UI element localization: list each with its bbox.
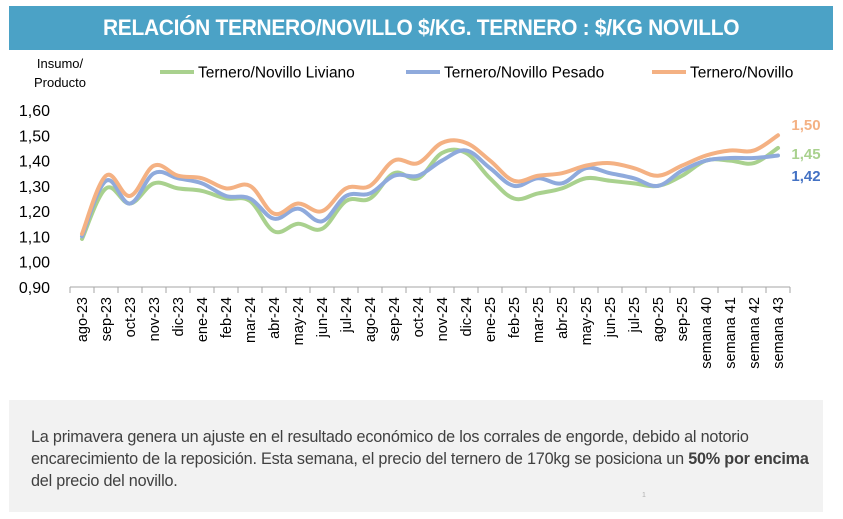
series-lines (80, 133, 780, 241)
end-value-label: 1,42 (791, 168, 820, 185)
x-tick-label: semana 40 (699, 297, 715, 369)
x-tick-label: sep-24 (387, 297, 403, 341)
legend: Ternero/Novillo Liviano Ternero/Novillo P… (160, 65, 793, 82)
x-tick-label: semana 43 (771, 297, 787, 369)
series-line-1 (80, 145, 780, 241)
y-tick-label: 1,50 (19, 128, 50, 145)
x-tick-label: abr-25 (555, 297, 571, 339)
y-tick-label: 1,30 (19, 179, 50, 196)
x-tick-label: ene-25 (483, 297, 499, 342)
x-tick-label: feb-25 (507, 297, 523, 338)
x-tick-label: oct-24 (411, 297, 427, 337)
x-tick-label: ene-24 (195, 297, 211, 342)
x-tick-label: mar-24 (243, 297, 259, 343)
series-line-3 (80, 133, 780, 236)
legend-label: Ternero/Novillo (690, 65, 793, 82)
end-value-label: 1,50 (791, 117, 820, 134)
x-tick-label: jul-24 (339, 297, 355, 333)
commentary-text-part2: del precio del novillo. (31, 472, 178, 490)
x-tick-label: sep-23 (99, 297, 115, 341)
y-axis-label-line: Insumo/ (37, 56, 84, 71)
x-tick-label: sep-25 (675, 297, 691, 341)
series-line-2 (80, 148, 780, 239)
commentary-box: La primavera genera un ajuste en el resu… (9, 400, 823, 512)
x-axis: ago-23 sep-23 oct-23 nov-23 dic-23 ene-24 feb-… (69, 286, 791, 369)
chart-title-banner: RELACIÓN TERNERO/NOVILLO $/KG. TERNERO :… (9, 6, 833, 50)
x-tick-label: feb-24 (219, 297, 235, 338)
commentary-text: La primavera genera un ajuste en el resu… (31, 426, 811, 492)
x-tick-label: ago-23 (75, 297, 91, 342)
x-tick-label: may-25 (579, 297, 595, 345)
x-tick-label: jun-25 (603, 297, 619, 338)
y-axis-label-line: Producto (34, 75, 86, 90)
x-tick-label: ago-24 (363, 297, 379, 342)
x-tick-label: semana 41 (723, 297, 739, 369)
legend-label: Ternero/Novillo Pesado (444, 65, 604, 82)
x-tick-label: may-24 (291, 297, 307, 345)
end-labels: 1,45 1,42 1,50 (791, 117, 820, 185)
y-tick-label: 1,00 (19, 255, 50, 272)
commentary-text-part1: La primavera genera un ajuste en el resu… (31, 428, 749, 468)
y-axis-label: Insumo/Producto (34, 56, 86, 90)
end-value-label: 1,45 (791, 146, 820, 163)
legend-label: Ternero/Novillo Liviano (198, 65, 355, 82)
x-tick-label: ago-25 (651, 297, 667, 342)
y-tick-label: 1,10 (19, 229, 50, 246)
y-axis-ticks: 0,90 1,00 1,10 1,20 1,30 1,40 1,50 1,60 (19, 103, 50, 297)
footnote-marker: 1 (642, 492, 646, 499)
y-tick-label: 1,40 (19, 154, 50, 171)
x-tick-label: jul-25 (627, 297, 643, 333)
x-tick-label: nov-23 (147, 297, 163, 341)
line-chart: Insumo/Producto Ternero/Novillo Liviano T… (19, 56, 821, 369)
x-tick-label: nov-24 (435, 297, 451, 341)
x-tick-label: oct-23 (123, 297, 139, 337)
x-tick-label: dic-23 (171, 297, 187, 337)
y-tick-label: 1,20 (19, 204, 50, 221)
commentary-highlight: 50% por encima (688, 450, 809, 468)
x-tick-label: abr-24 (267, 297, 283, 339)
y-tick-label: 1,60 (19, 103, 50, 120)
y-tick-label: 0,90 (19, 280, 50, 297)
x-tick-label: dic-24 (459, 297, 475, 337)
x-tick-label: semana 42 (747, 297, 763, 369)
x-tick-label: mar-25 (531, 297, 547, 343)
chart-title: RELACIÓN TERNERO/NOVILLO $/KG. TERNERO :… (102, 15, 740, 40)
x-tick-label: jun-24 (315, 297, 331, 338)
